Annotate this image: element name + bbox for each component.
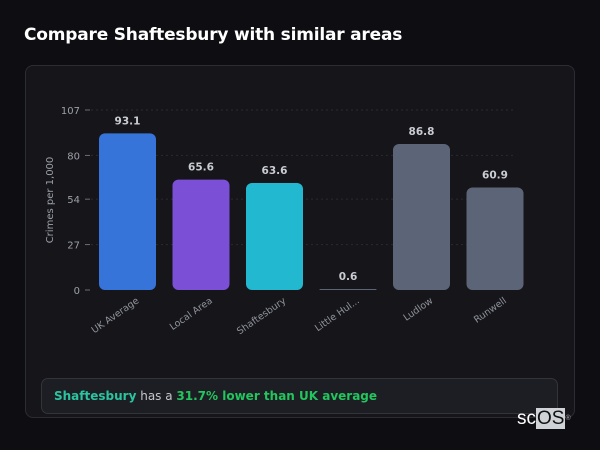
- y-tick-label: 80: [67, 151, 80, 162]
- scos-logo: scOS®: [517, 408, 571, 429]
- data-label: 60.9: [482, 170, 508, 182]
- y-tick-label: 0: [74, 286, 80, 297]
- data-label: 86.8: [409, 126, 435, 138]
- data-label: 0.6: [339, 271, 358, 283]
- y-tick-label: 54: [67, 195, 80, 206]
- y-axis-label: Crimes per 1,000: [45, 157, 56, 244]
- x-tick-label: Runwell: [472, 295, 509, 325]
- x-tick-label: Ludlow: [402, 295, 436, 323]
- y-tick-label: 27: [67, 241, 80, 252]
- bar: [99, 133, 156, 290]
- x-tick-label: Shaftesbury: [235, 295, 288, 337]
- bar-chart: 0 27 54 80 107 Crimes per 1,000 93.1 UK Average…: [45, 106, 524, 337]
- x-tick-label: Little Hul...: [313, 295, 362, 334]
- bar: [393, 143, 450, 290]
- summary-box: Shaftesbury has a 31.7% lower than UK av…: [41, 378, 558, 414]
- bar: [466, 187, 524, 290]
- summary-middle: has a: [136, 389, 177, 403]
- data-label: 63.6: [262, 165, 288, 177]
- data-label: 93.1: [115, 115, 141, 127]
- bar: [246, 183, 303, 290]
- bar: [172, 179, 230, 290]
- page-title: Compare Shaftesbury with similar areas: [24, 25, 403, 45]
- summary-area: Shaftesbury: [54, 389, 137, 403]
- x-tick-label: UK Average: [90, 295, 142, 336]
- x-tick-label: Local Area: [168, 295, 215, 332]
- bar: [319, 288, 377, 290]
- summary-comparison: 31.7% lower than UK average: [176, 389, 378, 403]
- y-tick-label: 107: [61, 106, 80, 117]
- data-label: 65.6: [188, 162, 214, 174]
